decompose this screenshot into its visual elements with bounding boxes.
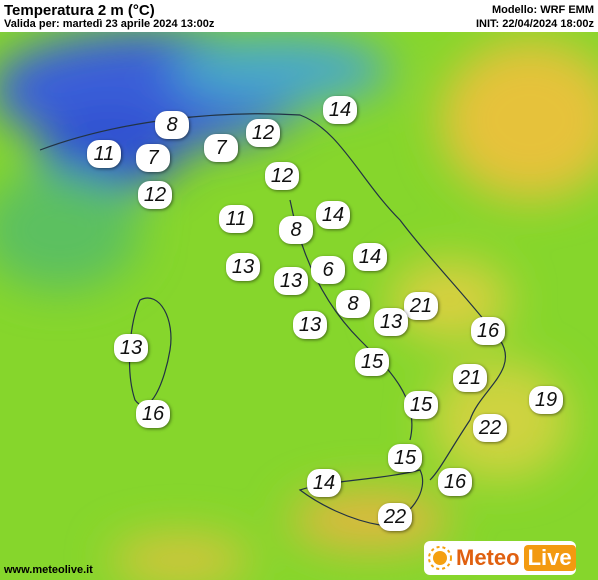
temperature-label: 22 [473,414,507,442]
temperature-label: 22 [378,503,412,531]
logo: Meteo Live [424,541,576,575]
temperature-label: 11 [87,140,121,168]
temperature-label: 14 [316,201,350,229]
temperature-label: 13 [374,308,408,336]
temperature-label: 12 [246,119,280,147]
temperature-label: 7 [204,134,238,162]
logo-left: Meteo [456,545,520,570]
temperature-label: 14 [323,96,357,124]
website: www.meteolive.it [4,564,93,576]
temperature-label: 15 [388,444,422,472]
temperature-label: 14 [307,469,341,497]
logo-sun [428,546,452,570]
temperature-label: 8 [279,216,313,244]
temperature-label: 16 [471,317,505,345]
temperature-label: 13 [274,267,308,295]
valid-time: Valida per: martedì 23 aprile 2024 13:00… [4,18,215,30]
temperature-label: 12 [265,162,299,190]
logo-right: Live [523,545,576,571]
temperature-label: 7 [136,144,170,172]
temperature-label: 14 [353,243,387,271]
temperature-label: 13 [114,334,148,362]
temperature-label: 16 [438,468,472,496]
temperature-label: 12 [138,181,172,209]
temperature-label: 13 [293,311,327,339]
init-time: INIT: 22/04/2024 18:00z [475,18,594,30]
sicily-coast [298,469,424,526]
temperature-label: 15 [404,391,438,419]
temperature-label: 8 [155,111,189,139]
temperature-label: 21 [453,364,487,392]
temperature-label: 15 [355,348,389,376]
temperature-label: 16 [136,400,170,428]
model: Modello: WRF EMM [491,4,594,16]
temperature-label: 21 [404,292,438,320]
temperature-label: 11 [219,205,253,233]
temperature-label: 13 [226,253,260,281]
header [0,0,598,32]
temperature-label: 8 [336,290,370,318]
temperature-label: 19 [529,386,563,414]
temperature-label: 6 [311,256,345,284]
title: Temperatura 2 m (°C) [4,2,155,19]
